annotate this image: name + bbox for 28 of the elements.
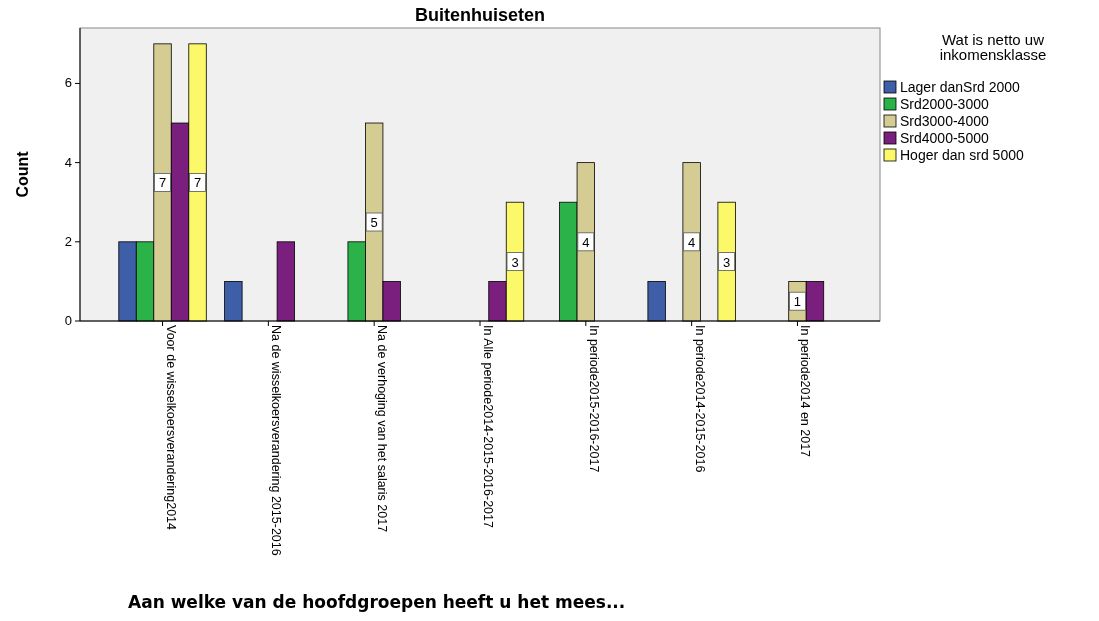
data-label: 5	[370, 215, 378, 231]
y-tick-label: 4	[64, 154, 72, 170]
x-tick-label: In periode2014 en 2017	[798, 325, 813, 458]
x-tick-label: Na de verhoging van het salaris 2017	[375, 325, 390, 533]
chart-title: Buitenhuiseten	[414, 5, 546, 25]
data-label: 3	[511, 254, 519, 270]
x-tick-label: In Alle periode2014-2015-2016-2017	[481, 325, 495, 528]
data-label: 4	[582, 234, 590, 250]
x-tick-label: In periode2015-2016-2017	[586, 325, 601, 473]
legend-label: Srd4000-5000	[900, 130, 989, 146]
y-axis-title: Count	[14, 150, 31, 198]
x-axis-title: Aan welke van de hoofdgroepen heeft u het mees...	[128, 592, 626, 612]
x-tick-label: Na de wisselkoersverandering 2015-2016	[269, 325, 284, 556]
data-label: 4	[688, 234, 696, 250]
y-tick-label: 6	[64, 75, 72, 91]
legend-label: Srd3000-4000	[900, 113, 989, 129]
data-label: 1	[793, 294, 802, 310]
legend-title: Wat is netto uw inkomensklasse	[939, 31, 1047, 63]
x-tick-label: Voor de wisselkoersverandering2014	[163, 325, 178, 531]
data-label: 7	[158, 175, 167, 191]
legend-label: Hoger dan srd 5000	[900, 147, 1024, 163]
legend-label: Srd2000-3000	[900, 96, 989, 112]
y-tick-label: 0	[64, 313, 72, 328]
data-label: 3	[723, 254, 731, 270]
legend-label: Lager danSrd 2000	[900, 79, 1021, 95]
x-tick-label: In periode2014-2015-2016	[692, 325, 707, 473]
data-label: 7	[193, 175, 202, 191]
y-tick-label: 2	[64, 233, 72, 249]
